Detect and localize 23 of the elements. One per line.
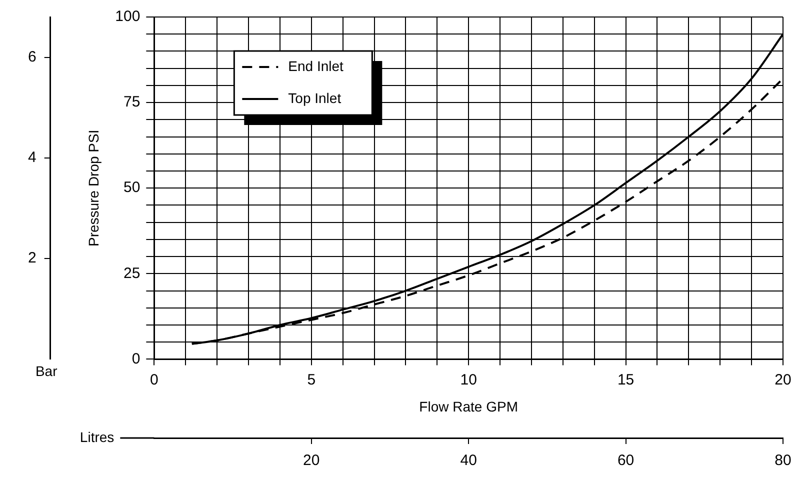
y-tick-label: 100: [115, 8, 140, 26]
y2-tick-label: 4: [28, 149, 36, 166]
x2-axis-title: Litres: [80, 428, 114, 445]
legend-label: End Inlet: [288, 58, 344, 74]
y-tick-label: 0: [132, 350, 140, 368]
y-tick-label: 25: [123, 264, 140, 282]
x-tick-label: 15: [617, 371, 634, 388]
x-tick-label: 10: [460, 371, 477, 388]
x2-tick-label: 20: [303, 452, 320, 470]
x-tick-label: 20: [774, 371, 792, 388]
x-tick-label: 0: [150, 371, 158, 388]
x2-tick-label: 60: [617, 452, 634, 470]
x2-tick-label: 40: [460, 452, 477, 470]
y-tick-label: 75: [123, 94, 140, 111]
x-axis-title: Flow Rate GPM: [419, 398, 518, 414]
y2-axis-title: Bar: [35, 363, 58, 380]
x2-tick-label: 80: [774, 452, 792, 470]
y-axis-title: Pressure Drop PSI: [86, 130, 102, 246]
y-tick-label: 50: [123, 179, 140, 196]
y2-tick-label: 2: [28, 250, 36, 267]
x-tick-label: 5: [307, 371, 316, 388]
legend-label: Top Inlet: [288, 90, 342, 106]
y2-tick-label: 6: [28, 48, 36, 66]
